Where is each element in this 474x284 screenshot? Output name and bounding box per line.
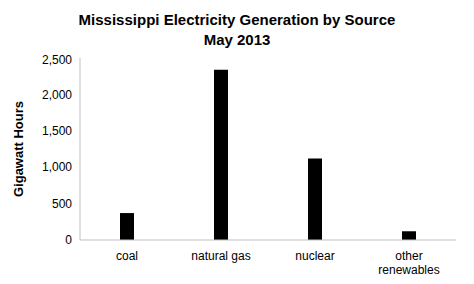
svg-text:coal: coal xyxy=(116,249,138,263)
svg-text:1,000: 1,000 xyxy=(42,160,72,174)
svg-text:2,000: 2,000 xyxy=(42,88,72,102)
svg-text:otherrenewables: otherrenewables xyxy=(378,249,439,276)
html-text:May 2013: May 2013 xyxy=(203,31,271,48)
svg-text:nuclear: nuclear xyxy=(295,249,334,263)
svg-text:500: 500 xyxy=(52,197,72,211)
svg-text:natural gas: natural gas xyxy=(191,249,250,263)
svg-text:Gigawatt Hours: Gigawatt Hours xyxy=(11,101,26,197)
svg-text:2,500: 2,500 xyxy=(42,53,72,67)
svg-text:1,500: 1,500 xyxy=(42,124,72,138)
svg-text:0: 0 xyxy=(65,233,72,247)
html-text:Mississippi Electricity Genera: Mississippi Electricity Generation by So… xyxy=(78,11,396,28)
